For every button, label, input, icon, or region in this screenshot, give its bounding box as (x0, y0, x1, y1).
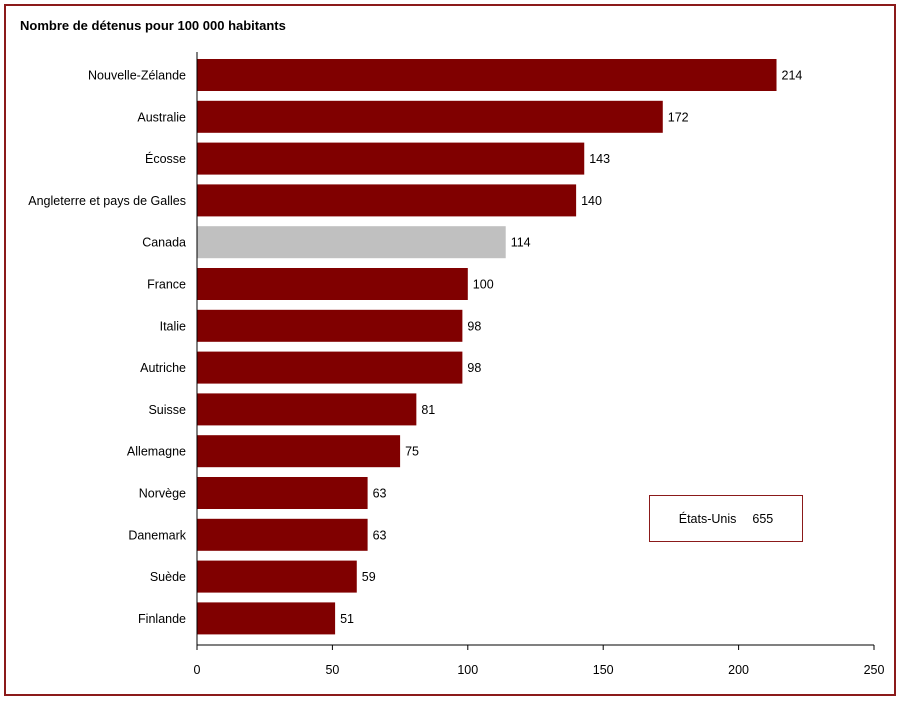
data-label: 98 (467, 319, 481, 333)
bar-angleterre-et-pays-de-galles (197, 184, 577, 217)
data-label: 114 (511, 236, 531, 250)
x-tick-label: 100 (457, 663, 478, 677)
data-label: 75 (405, 445, 419, 459)
x-tick-label: 50 (325, 663, 339, 677)
data-label: 51 (340, 612, 354, 626)
data-label: 81 (421, 403, 435, 417)
bar-suisse (197, 393, 417, 426)
data-label: 59 (362, 570, 376, 584)
data-label: 140 (581, 194, 602, 208)
data-label: 100 (473, 278, 494, 292)
x-tick-label: 200 (728, 663, 749, 677)
category-label: Autriche (140, 361, 186, 375)
bar-suede (197, 560, 357, 593)
bar-finlande (197, 602, 336, 635)
category-label: Suisse (148, 403, 186, 417)
data-label: 63 (373, 528, 387, 542)
x-tick-label: 250 (864, 663, 885, 677)
category-label: Finlande (138, 612, 186, 626)
bar-canada (197, 226, 506, 259)
bar-danemark (197, 518, 368, 551)
bar-autriche (197, 351, 463, 384)
category-label: Suède (150, 570, 186, 584)
bar-norvege (197, 477, 368, 509)
data-label: 63 (373, 487, 387, 501)
x-tick-label: 150 (593, 663, 614, 677)
bar-france (197, 268, 468, 300)
data-label: 143 (589, 152, 610, 166)
category-label: Australie (137, 110, 186, 124)
category-label: Angleterre et pays de Galles (28, 194, 186, 208)
category-label: Écosse (145, 151, 186, 166)
bar-italie (197, 309, 463, 342)
category-label: Canada (142, 236, 186, 250)
category-label: Danemark (128, 528, 186, 542)
data-label: 214 (782, 69, 803, 83)
annotation-box: États-Unis 655 (649, 495, 803, 542)
bar-nouvelle-zelande (197, 59, 777, 91)
category-label: Norvège (139, 487, 186, 501)
category-label: France (147, 278, 186, 292)
bar-ecosse (197, 142, 585, 175)
category-label: Nouvelle-Zélande (88, 69, 186, 83)
data-label: 172 (668, 110, 689, 124)
annotation-label: États-Unis (678, 511, 737, 526)
chart-title: Nombre de détenus pour 100 000 habitants (20, 18, 286, 33)
annotation-value: 655 (752, 511, 774, 526)
data-label: 98 (467, 361, 481, 375)
bar-australie (197, 100, 663, 133)
x-tick-label: 0 (194, 663, 201, 677)
bar-allemagne (197, 435, 401, 468)
category-label: Italie (160, 319, 186, 333)
category-label: Allemagne (127, 445, 186, 459)
